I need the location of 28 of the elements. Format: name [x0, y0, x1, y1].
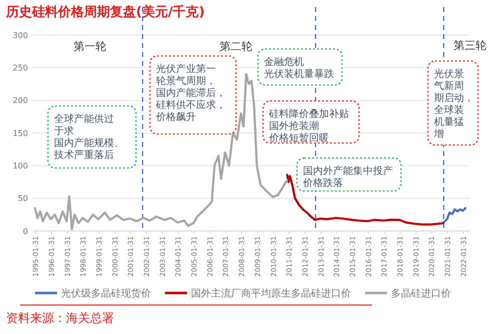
legend-label: 光伏级多晶硅现货价 [61, 288, 151, 300]
annotation: 光伏产业第一轮景气周期，国内产能滞后，硅料供不应求，价格飙升 [155, 63, 226, 123]
y-tick-label: 50 [18, 194, 28, 204]
text: 资料来源：海关总署 [6, 311, 114, 325]
annotation: 第一轮 [74, 40, 106, 53]
y-tick-label: 150 [12, 128, 28, 138]
legend-label: 国外主流厂商平均原生多晶硅进口价 [191, 288, 351, 300]
annotation: 光伏装机量暴跌 [264, 68, 334, 80]
annotation: 全球产能供过于求 [54, 113, 114, 137]
annotation: 价格跌落 [302, 177, 343, 189]
annotation: 国内外产能集中投产 [303, 165, 393, 177]
annotation: 硅料降价叠加补贴 [268, 108, 349, 120]
line-series [286, 174, 444, 226]
y-tick-label: 250 [12, 63, 28, 72]
chart-title: 历史硅料价格周期复盘(美元/千克) [5, 4, 205, 20]
annotation: 光伏景气新周期启动，全球装机量猛增 [433, 68, 474, 140]
y-tick-label: 200 [12, 96, 28, 106]
annotation: 金融危机 [264, 56, 304, 68]
annotation: 国内产能规模、技术严重落后 [53, 137, 124, 161]
legend-label: 多晶硅进口价 [391, 288, 451, 300]
y-tick-label: 100 [12, 161, 28, 170]
annotation: 第三轮 [454, 39, 486, 52]
y-tick-label: 300 [12, 30, 28, 40]
annotation: 第二轮 [220, 40, 252, 53]
annotation: 价格短暂回暖 [268, 132, 329, 144]
annotation: 国外抢装潮 [269, 120, 319, 132]
line-series [442, 207, 466, 224]
y-tick-label: 0 [22, 226, 28, 236]
